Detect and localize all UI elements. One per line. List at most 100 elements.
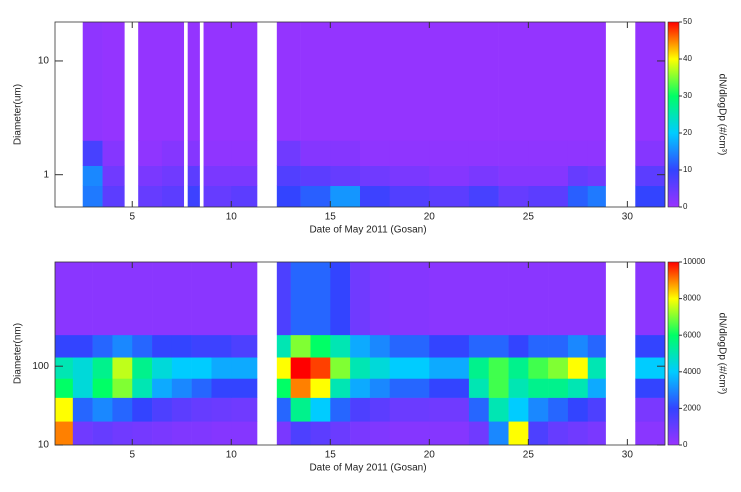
heat-cell	[132, 421, 153, 445]
heat-cell	[55, 421, 74, 445]
heat-cell	[468, 334, 490, 358]
heat-cell	[528, 262, 549, 336]
heat-cell	[350, 378, 371, 398]
heat-cell	[468, 165, 499, 187]
heat-cell	[112, 262, 133, 336]
heat-cell	[587, 185, 606, 207]
heat-cell	[389, 334, 430, 358]
heat-cell	[548, 421, 569, 445]
heat-cell	[310, 357, 331, 379]
heat-cell	[203, 140, 232, 166]
heat-cell	[132, 397, 153, 422]
heat-cell	[488, 262, 509, 336]
heat-cell	[112, 421, 133, 445]
heat-cell	[635, 185, 665, 207]
heat-cell	[468, 140, 499, 166]
heat-cell	[587, 378, 606, 398]
heat-cell	[389, 185, 430, 207]
heat-cell	[508, 262, 529, 336]
heat-cell	[55, 334, 74, 358]
heat-cell	[587, 397, 606, 422]
heat-cell	[567, 262, 589, 336]
heat-cell	[429, 185, 470, 207]
heat-cell	[300, 22, 331, 141]
heat-cell	[548, 378, 569, 398]
heat-cell	[635, 357, 665, 379]
heat-cell	[508, 421, 529, 445]
heat-cell	[82, 185, 103, 207]
heat-cell	[635, 421, 665, 445]
heat-cell	[548, 397, 569, 422]
heat-cell	[276, 378, 291, 398]
heat-cell	[567, 22, 589, 141]
heat-cell	[528, 185, 569, 207]
heat-cell	[429, 378, 470, 398]
heat-cell	[389, 22, 430, 141]
heat-cell	[330, 165, 361, 187]
heat-cell	[72, 421, 93, 445]
heat-cell	[635, 334, 665, 358]
heat-cell	[587, 334, 606, 358]
heat-cell	[231, 357, 258, 379]
heat-cell	[429, 22, 470, 141]
heat-cell	[72, 397, 93, 422]
heat-cell	[350, 357, 371, 379]
heat-cell	[92, 397, 113, 422]
colorbar-tick-label: 40	[683, 54, 692, 63]
heat-cell	[330, 262, 351, 336]
heat-cell	[498, 140, 529, 166]
heat-cell	[171, 262, 192, 336]
heat-cell	[468, 185, 499, 207]
heat-cell	[635, 140, 665, 166]
heat-cell	[300, 185, 331, 207]
heat-cell	[187, 185, 200, 207]
heat-cell	[191, 397, 212, 422]
heat-cell	[389, 140, 430, 166]
heat-cell	[231, 22, 258, 141]
heat-cell	[587, 165, 606, 187]
heat-cell	[290, 357, 311, 379]
y-tick-label: 10	[38, 440, 50, 451]
colorbar-tick-label: 6000	[683, 330, 701, 339]
heat-cell	[211, 397, 232, 422]
heat-cell	[92, 262, 113, 336]
heat-cell	[429, 421, 470, 445]
heat-cell	[635, 165, 665, 187]
heat-cell	[138, 140, 163, 166]
heat-cell	[231, 378, 258, 398]
heat-cell	[330, 378, 351, 398]
heat-cell	[276, 421, 291, 445]
colorbar-tick-label: 8000	[683, 294, 701, 303]
heat-cell	[191, 334, 212, 358]
heat-cell	[528, 378, 549, 398]
y-axis-label: Diameter(um)	[13, 84, 24, 145]
heat-cell	[132, 262, 153, 336]
heat-cell	[587, 357, 606, 379]
heat-cell	[112, 334, 133, 358]
heat-cell	[330, 357, 351, 379]
heat-cell	[187, 165, 200, 187]
heat-cell	[330, 421, 351, 445]
colorbar-tick-label: 10	[683, 165, 692, 174]
heat-cell	[211, 262, 232, 336]
heat-cell	[330, 22, 361, 141]
heat-cell	[112, 397, 133, 422]
heat-cell	[350, 334, 371, 358]
colorbar-tick-label: 2000	[683, 404, 701, 413]
heat-cell	[191, 262, 212, 336]
heat-cell	[290, 378, 311, 398]
heat-cell	[82, 165, 103, 187]
x-tick-label: 5	[129, 212, 135, 223]
colorbar-tick-label: 4000	[683, 367, 701, 376]
heat-cell	[389, 165, 430, 187]
heat-cell	[102, 22, 125, 141]
x-axis-label: Date of May 2011 (Gosan)	[309, 463, 426, 474]
heat-cell	[211, 378, 232, 398]
x-tick-label: 5	[129, 450, 135, 461]
heat-cell	[350, 397, 371, 422]
heat-cell	[389, 357, 430, 379]
heat-cell	[191, 357, 212, 379]
heat-cell	[231, 140, 258, 166]
heat-cell	[72, 334, 93, 358]
